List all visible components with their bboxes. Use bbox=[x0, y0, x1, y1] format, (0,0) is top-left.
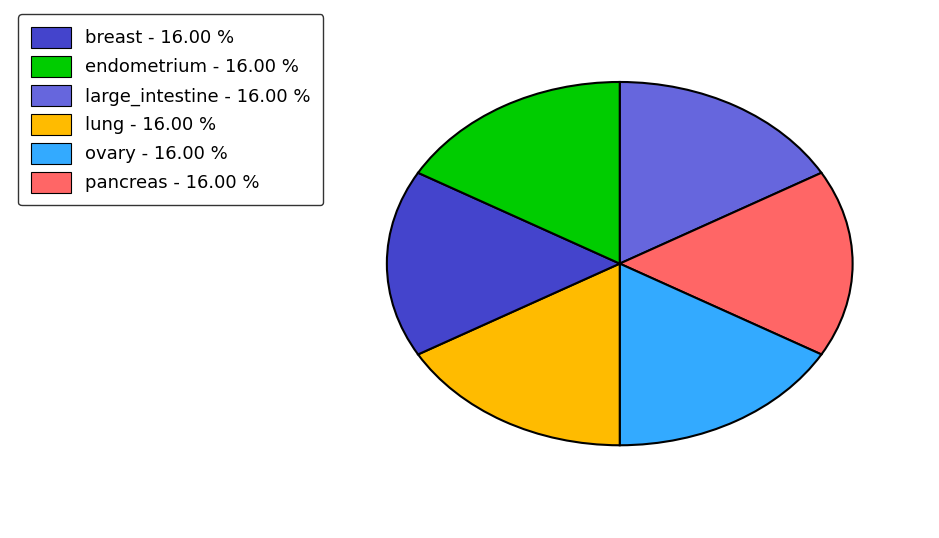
Wedge shape bbox=[418, 264, 620, 445]
Wedge shape bbox=[418, 82, 620, 264]
Legend: breast - 16.00 %, endometrium - 16.00 %, large_intestine - 16.00 %, lung - 16.00: breast - 16.00 %, endometrium - 16.00 %,… bbox=[19, 15, 323, 206]
Wedge shape bbox=[620, 173, 853, 355]
Wedge shape bbox=[387, 173, 620, 355]
Wedge shape bbox=[620, 82, 822, 264]
Wedge shape bbox=[620, 264, 822, 445]
